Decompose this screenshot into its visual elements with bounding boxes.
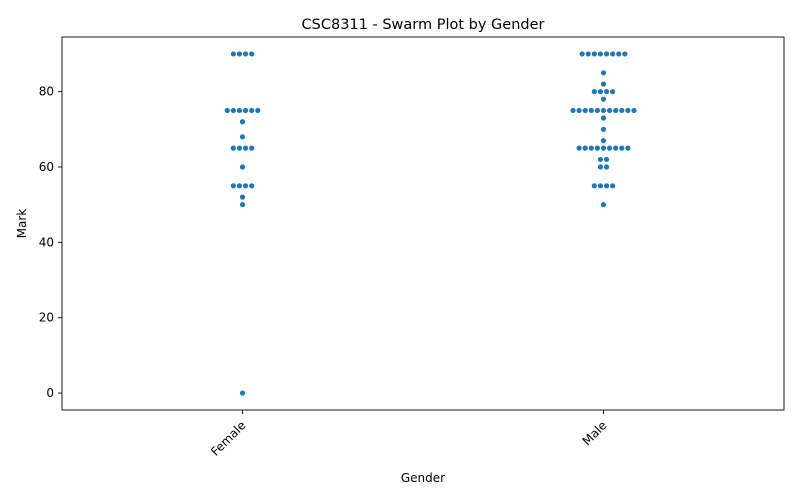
data-point-male (600, 107, 607, 114)
data-point-female (239, 194, 246, 200)
x-axis: Female Male (208, 410, 610, 459)
data-point-male (597, 51, 604, 57)
data-point-female (236, 183, 243, 189)
data-point-male (610, 183, 616, 189)
data-point-male (600, 70, 607, 76)
y-axis-label: Mark (15, 209, 29, 239)
data-point-female (239, 202, 246, 208)
data-point-female (242, 107, 249, 114)
data-point-female (236, 51, 243, 57)
data-point-male (576, 145, 582, 151)
data-point-male (600, 138, 607, 144)
y-tick-label: 80 (39, 85, 54, 99)
data-point-male (582, 107, 588, 114)
x-axis-label: Gender (401, 471, 445, 485)
data-point-female (242, 145, 249, 151)
data-point-male (616, 51, 622, 57)
data-point-male (579, 51, 585, 57)
y-tick-label: 60 (39, 160, 54, 174)
data-point-male (619, 145, 625, 151)
data-point-female (230, 183, 236, 189)
data-point-male (603, 156, 610, 163)
x-tick-label-male: Male (580, 418, 610, 448)
data-point-male (613, 107, 619, 114)
x-tick-label-female: Female (208, 418, 249, 459)
data-point-female (236, 107, 243, 114)
data-point-female (239, 390, 246, 396)
data-point-female (249, 183, 255, 189)
data-point-male (607, 107, 613, 114)
data-point-male (625, 145, 631, 151)
data-point-male (625, 107, 631, 114)
data-point-male (570, 107, 576, 114)
data-point-male (619, 107, 625, 114)
data-point-male (588, 107, 594, 114)
data-point-male (610, 89, 616, 95)
chart-title: CSC8311 - Swarm Plot by Gender (302, 17, 545, 33)
data-point-male (591, 51, 597, 57)
data-point-male (600, 81, 607, 87)
data-point-female (236, 145, 243, 151)
data-point-male (610, 51, 616, 57)
data-point-female (224, 107, 230, 114)
data-point-female (230, 145, 236, 151)
data-point-male (603, 183, 610, 189)
data-point-male (622, 51, 628, 57)
points-layer (224, 51, 637, 396)
data-point-female (249, 51, 255, 57)
plot-frame (61, 36, 785, 411)
data-point-male (607, 145, 613, 151)
data-point-male (600, 202, 607, 208)
data-point-male (582, 145, 588, 151)
data-point-female (242, 183, 249, 189)
data-point-male (576, 107, 582, 114)
data-point-female (239, 119, 246, 125)
data-point-male (594, 107, 601, 114)
data-point-male (597, 156, 604, 163)
data-point-female (230, 107, 236, 114)
data-point-female (239, 134, 246, 140)
data-point-male (600, 96, 607, 102)
y-axis: 0 20 40 60 80 (39, 85, 62, 400)
y-tick-label: 0 (46, 386, 54, 400)
data-point-male (588, 145, 594, 151)
data-point-male (585, 51, 591, 57)
data-point-male (591, 183, 597, 189)
data-point-female (230, 51, 236, 57)
data-point-male (597, 164, 604, 170)
y-tick-label: 40 (39, 235, 54, 249)
data-point-male (613, 145, 619, 151)
data-point-female (249, 145, 255, 151)
data-point-male (600, 115, 607, 121)
data-point-male (603, 164, 610, 170)
data-point-male (597, 89, 604, 95)
data-point-male (603, 89, 610, 95)
data-point-male (600, 126, 607, 132)
data-point-female (239, 164, 246, 170)
data-point-male (591, 89, 597, 95)
data-point-male (597, 183, 604, 189)
data-point-male (594, 145, 601, 151)
y-tick-label: 20 (39, 311, 54, 325)
data-point-female (242, 51, 249, 57)
data-point-male (603, 51, 610, 57)
data-point-female (249, 107, 255, 114)
data-point-male (631, 107, 637, 114)
data-point-male (600, 145, 607, 151)
data-point-female (255, 107, 261, 114)
